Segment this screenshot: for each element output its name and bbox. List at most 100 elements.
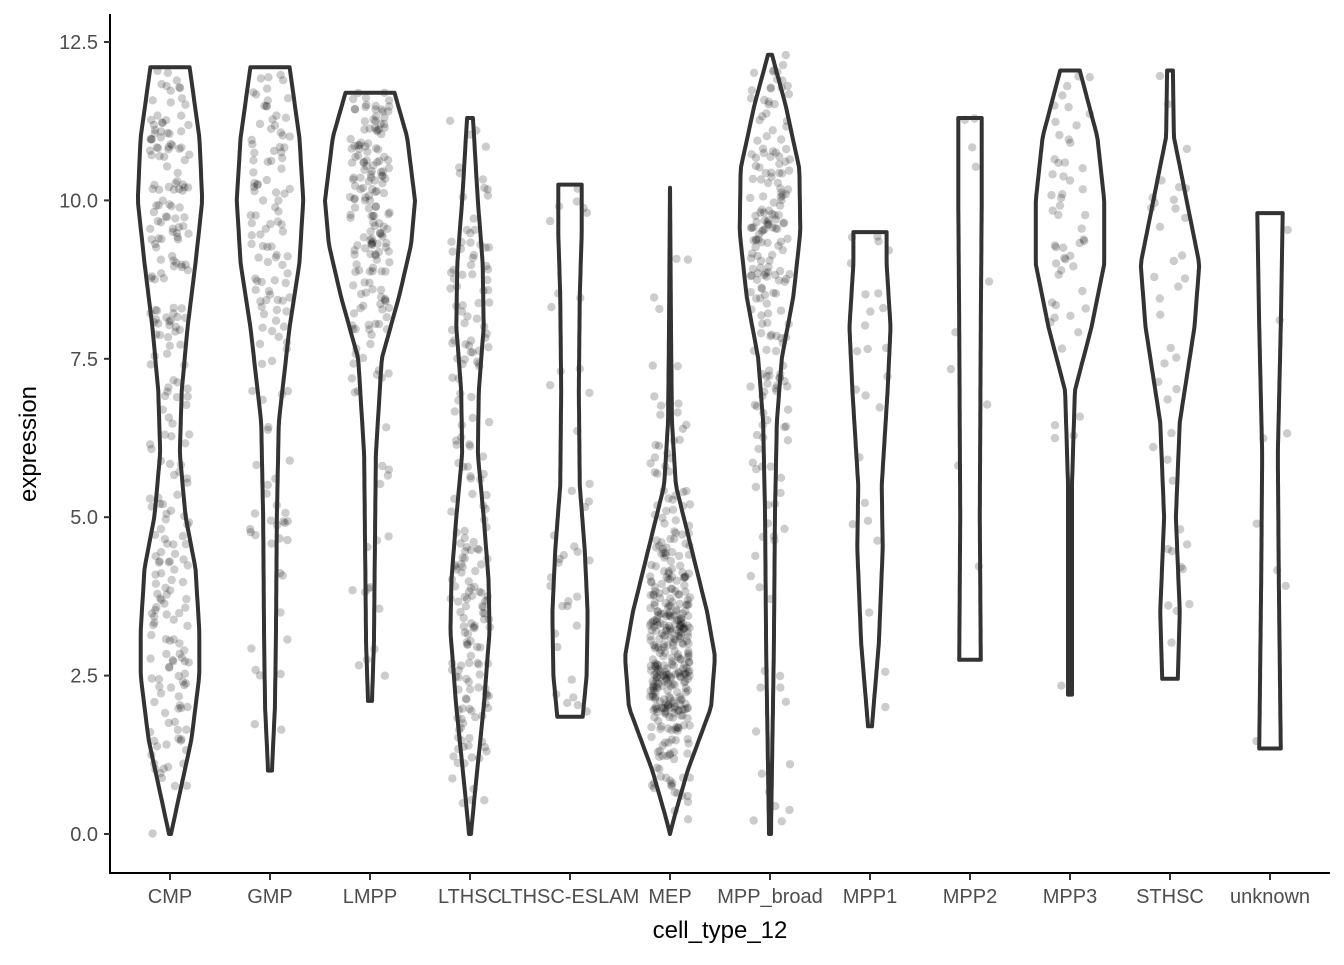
data-point (660, 738, 670, 747)
data-point (666, 601, 675, 611)
data-point (752, 235, 761, 244)
data-point (660, 553, 669, 562)
data-point (462, 695, 471, 704)
data-point (683, 653, 693, 662)
data-point (271, 253, 281, 262)
data-point (162, 349, 172, 358)
data-point (373, 239, 382, 248)
data-point (366, 339, 375, 349)
data-point (649, 640, 658, 650)
data-point (766, 84, 776, 93)
data-point (376, 299, 385, 309)
data-point (1177, 251, 1187, 260)
data-point (753, 136, 762, 145)
data-point (651, 587, 660, 596)
data-point (177, 304, 186, 313)
data-point (354, 141, 363, 150)
data-point (1160, 359, 1169, 368)
data-point (152, 306, 162, 315)
data-point (154, 675, 164, 684)
data-point (161, 116, 171, 125)
data-point (278, 76, 288, 85)
data-point (150, 736, 159, 745)
data-point (183, 621, 192, 631)
data-point (460, 355, 469, 364)
data-point (751, 727, 761, 736)
data-point (366, 227, 375, 236)
data-point (172, 393, 182, 402)
data-point (763, 178, 773, 188)
data-point (165, 459, 175, 469)
data-point (166, 86, 175, 95)
data-point (267, 156, 276, 166)
data-point (384, 107, 393, 116)
data-point (655, 746, 664, 755)
data-point (657, 538, 666, 547)
data-point (171, 214, 180, 223)
data-point (381, 267, 390, 276)
data-point (165, 636, 175, 645)
data-point (381, 297, 390, 306)
data-point (748, 249, 757, 258)
data-point (679, 640, 688, 649)
data-point (185, 430, 194, 439)
data-point (361, 93, 371, 103)
data-point (1055, 201, 1065, 210)
data-point (374, 247, 384, 257)
data-point (477, 588, 486, 597)
data-point (668, 505, 678, 514)
data-point (665, 626, 674, 635)
data-point (169, 376, 178, 385)
data-point (650, 704, 660, 713)
data-point (1077, 224, 1086, 233)
data-point (358, 183, 368, 193)
data-point (274, 207, 283, 216)
data-point (270, 121, 280, 130)
data-point (182, 725, 191, 734)
data-point (1047, 191, 1056, 200)
data-point (768, 147, 778, 156)
data-point (646, 686, 655, 696)
data-point (467, 706, 476, 716)
data-point (148, 829, 157, 838)
data-point (353, 151, 363, 160)
data-point (756, 263, 765, 272)
data-point (183, 384, 192, 393)
data-point (448, 373, 457, 382)
data-point (675, 590, 684, 599)
data-point (771, 289, 781, 298)
data-point (377, 230, 386, 239)
data-point (1064, 135, 1074, 144)
data-point (771, 148, 781, 157)
data-point (379, 222, 388, 231)
data-point (183, 702, 192, 712)
data-point (350, 388, 360, 397)
data-point (376, 479, 385, 489)
data-point (283, 269, 292, 278)
data-point (777, 196, 786, 205)
data-point (356, 304, 365, 313)
data-point (777, 135, 786, 144)
data-point (646, 618, 656, 628)
data-point (771, 215, 780, 224)
data-point (168, 227, 177, 236)
data-point (664, 569, 673, 578)
data-point (675, 692, 684, 702)
data-point (454, 673, 463, 682)
data-point (458, 270, 467, 279)
y-tick-label: 5.0 (70, 507, 98, 529)
data-point (865, 608, 874, 617)
data-point (465, 704, 474, 714)
data-point (653, 469, 662, 478)
data-point (160, 708, 170, 718)
data-point (650, 670, 659, 679)
data-point (365, 267, 374, 276)
data-point (667, 653, 676, 662)
data-point (280, 518, 290, 528)
data-point (684, 600, 693, 609)
data-point (249, 182, 259, 192)
data-point (782, 144, 791, 154)
data-point (658, 513, 667, 523)
data-point (648, 682, 658, 691)
